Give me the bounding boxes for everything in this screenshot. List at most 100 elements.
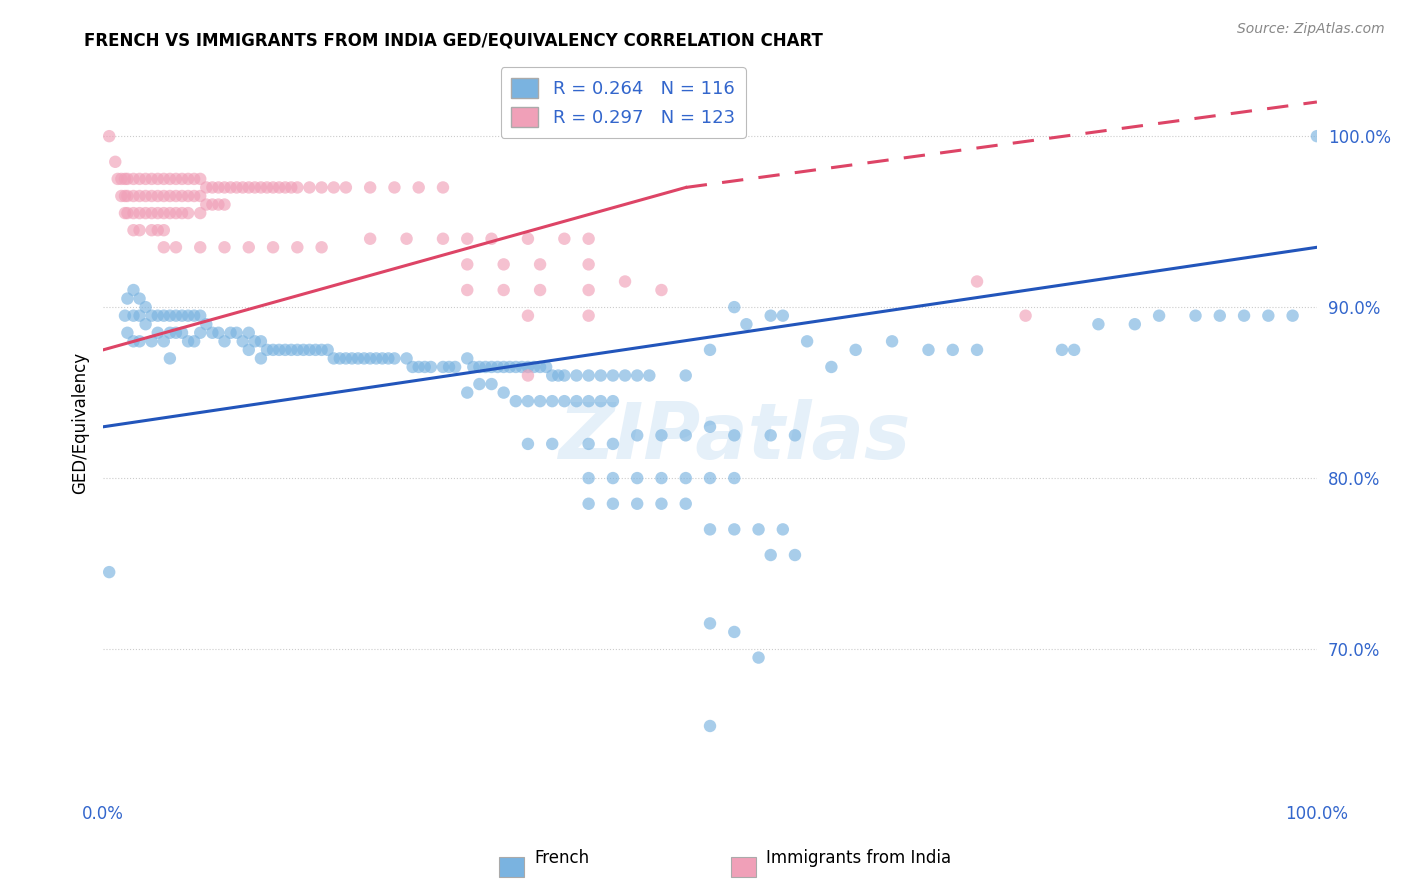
Point (340, 351, 363, 366)
Point (589, 368, 612, 383)
Point (492, 385, 515, 400)
Point (104, 154, 127, 169)
Point (602, 437, 624, 451)
Point (1209, 309, 1232, 323)
Point (565, 394, 588, 409)
Point (146, 326, 169, 340)
Point (238, 343, 260, 357)
Point (481, 377, 503, 392)
Point (274, 343, 297, 357)
Point (463, 359, 485, 374)
Point (1257, 309, 1279, 323)
Bar (499, 857, 524, 877)
Point (1063, 343, 1085, 357)
Point (516, 359, 538, 374)
Point (529, 257, 551, 271)
Point (183, 172, 205, 186)
Point (159, 206, 181, 220)
Point (432, 359, 454, 374)
Point (675, 497, 697, 511)
Point (141, 334, 163, 349)
Point (214, 240, 236, 254)
Point (201, 180, 224, 194)
Point (201, 326, 224, 340)
Point (474, 359, 496, 374)
Point (280, 180, 302, 194)
Point (589, 394, 612, 409)
Point (188, 189, 211, 203)
Point (232, 180, 254, 194)
Point (516, 394, 538, 409)
Point (335, 351, 357, 366)
Point (114, 206, 136, 220)
Point (534, 359, 557, 374)
Point (238, 180, 260, 194)
Point (723, 624, 745, 639)
Point (347, 351, 370, 366)
Point (578, 394, 600, 409)
Point (107, 172, 129, 186)
Point (195, 197, 218, 211)
Point (366, 351, 388, 366)
Point (541, 368, 564, 383)
Point (578, 232, 600, 246)
Point (285, 343, 308, 357)
Point (153, 172, 176, 186)
Point (117, 172, 139, 186)
Point (262, 240, 284, 254)
Point (141, 309, 163, 323)
Point (820, 359, 842, 374)
Point (481, 359, 503, 374)
Point (188, 309, 211, 323)
Point (177, 189, 200, 203)
Point (117, 292, 139, 306)
Point (359, 180, 381, 194)
Point (214, 180, 236, 194)
Point (146, 206, 169, 220)
Point (122, 172, 145, 186)
Text: Immigrants from India: Immigrants from India (766, 849, 952, 867)
Point (529, 394, 551, 409)
Point (298, 180, 321, 194)
Point (759, 548, 782, 562)
Point (165, 206, 187, 220)
Point (516, 232, 538, 246)
Point (159, 309, 181, 323)
Point (114, 172, 136, 186)
Point (699, 719, 721, 733)
Point (214, 334, 236, 349)
Point (675, 368, 697, 383)
Point (98, 565, 121, 579)
Point (699, 616, 721, 631)
Point (845, 343, 868, 357)
Point (153, 223, 176, 237)
Point (553, 232, 575, 246)
Point (371, 351, 394, 366)
Point (135, 172, 157, 186)
Point (578, 309, 600, 323)
Point (675, 428, 697, 442)
Point (432, 180, 454, 194)
Point (1233, 309, 1256, 323)
Point (384, 180, 406, 194)
Point (377, 351, 399, 366)
Point (456, 232, 478, 246)
Point (1184, 309, 1206, 323)
Point (207, 197, 229, 211)
Point (759, 309, 782, 323)
Point (170, 206, 193, 220)
Point (626, 368, 648, 383)
Point (759, 428, 782, 442)
Point (444, 359, 467, 374)
Point (456, 351, 478, 366)
Point (529, 359, 551, 374)
Point (602, 497, 624, 511)
Point (153, 240, 176, 254)
Text: FRENCH VS IMMIGRANTS FROM INDIA GED/EQUIVALENCY CORRELATION CHART: FRENCH VS IMMIGRANTS FROM INDIA GED/EQUI… (84, 31, 824, 49)
Point (165, 172, 187, 186)
Point (408, 359, 430, 374)
Point (122, 334, 145, 349)
Point (292, 343, 315, 357)
Point (159, 351, 181, 366)
Point (401, 359, 423, 374)
